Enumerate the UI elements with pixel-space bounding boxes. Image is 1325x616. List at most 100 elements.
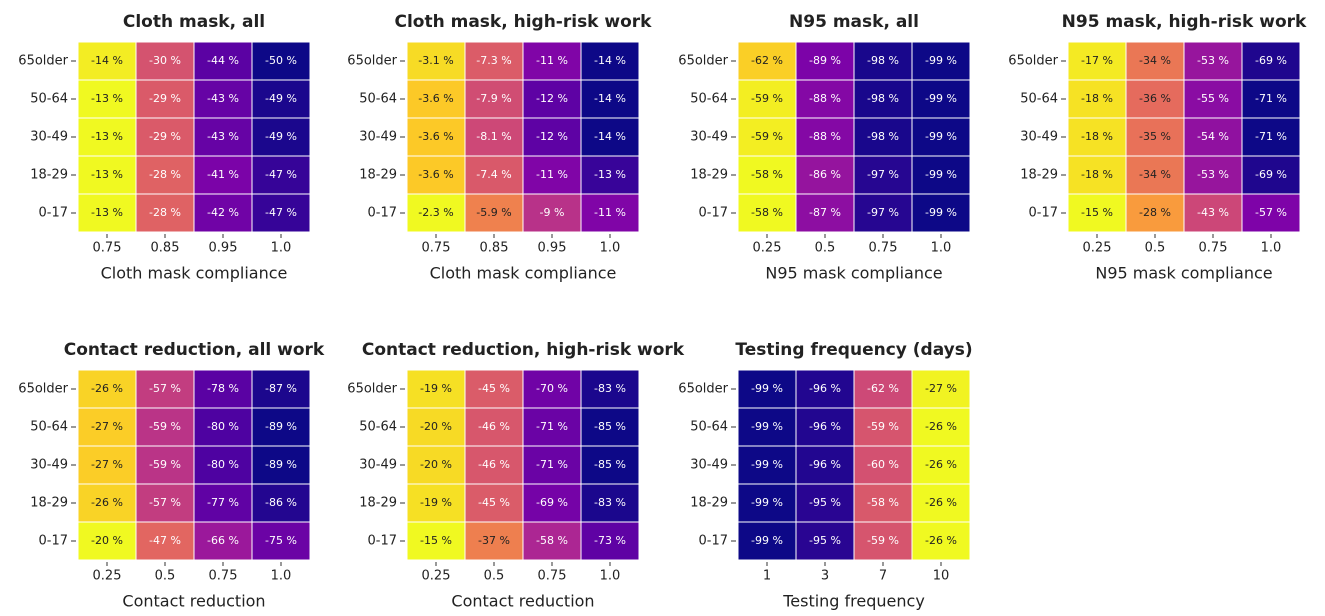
heatmap-cell (795, 521, 855, 561)
heatmap-cell (251, 117, 311, 157)
value-label: -42 % (207, 206, 239, 219)
heatmap-cell (795, 117, 855, 157)
heatmap-cell (135, 155, 195, 195)
x-axis-label: Contact reduction (122, 592, 265, 611)
value-label: -71 % (1255, 130, 1287, 143)
x-tick-label: 0.25 (422, 569, 451, 584)
value-label: -73 % (594, 534, 626, 547)
value-label: -7.4 % (476, 168, 511, 181)
value-label: -59 % (867, 534, 899, 547)
x-tick-label: 10 (933, 569, 950, 584)
heatmap-cell (911, 117, 971, 157)
heatmap-cell (1183, 79, 1243, 119)
y-tick-label: 50-64 (30, 420, 68, 435)
chart-title: Testing frequency (days) (735, 340, 972, 360)
heatmap-cell (135, 193, 195, 233)
value-label: -26 % (925, 420, 957, 433)
heatmap-cell (737, 79, 797, 119)
heatmap-cell (193, 193, 253, 233)
value-label: -99 % (925, 168, 957, 181)
heatmap-cell (580, 41, 640, 81)
heatmap-cell (464, 117, 524, 157)
y-tick-label: 0-17 (367, 534, 397, 549)
heatmap-cell (1067, 117, 1127, 157)
value-label: -3.6 % (418, 92, 453, 105)
heatmap-cell (406, 79, 466, 119)
y-tick-label: 65older (18, 382, 68, 397)
heatmap-cell (1183, 117, 1243, 157)
value-label: -47 % (265, 168, 297, 181)
value-label: -14 % (594, 92, 626, 105)
value-label: -26 % (925, 458, 957, 471)
value-label: -58 % (867, 496, 899, 509)
value-label: -97 % (867, 206, 899, 219)
heatmap-cell (251, 521, 311, 561)
x-axis-label: N95 mask compliance (1095, 264, 1272, 283)
heatmap-cell (406, 41, 466, 81)
heatmap-cell (406, 193, 466, 233)
heatmap-cell (1067, 79, 1127, 119)
value-label: -80 % (207, 420, 239, 433)
x-tick-label: 0.75 (93, 241, 122, 256)
heatmap-cell (135, 483, 195, 523)
value-label: -12 % (536, 130, 568, 143)
heatmap-cell (251, 193, 311, 233)
heatmap-cell (580, 155, 640, 195)
value-label: -71 % (536, 458, 568, 471)
value-label: -28 % (1139, 206, 1171, 219)
heatmap-cell (795, 445, 855, 485)
value-label: -15 % (420, 534, 452, 547)
value-label: -89 % (809, 54, 841, 67)
heatmap-cell (737, 369, 797, 409)
heatmap-cell (911, 407, 971, 447)
heatmap-cell (911, 193, 971, 233)
chart-title: Cloth mask, high-risk work (394, 12, 652, 32)
heatmap-cell (795, 79, 855, 119)
y-tick-label: 30-49 (690, 458, 728, 473)
value-label: -95 % (809, 496, 841, 509)
value-label: -77 % (207, 496, 239, 509)
y-tick-label: 65older (678, 54, 728, 69)
value-label: -43 % (207, 92, 239, 105)
value-label: -45 % (478, 382, 510, 395)
value-label: -5.9 % (476, 206, 511, 219)
heatmap-cell (77, 41, 137, 81)
value-label: -96 % (809, 420, 841, 433)
heatmap-cell (853, 117, 913, 157)
value-label: -49 % (265, 130, 297, 143)
heatmap-cell (1241, 79, 1301, 119)
y-tick-label: 50-64 (359, 92, 397, 107)
chart-title: Cloth mask, all (123, 12, 265, 32)
heatmap-cell (522, 193, 582, 233)
x-tick-label: 0.5 (1145, 241, 1166, 256)
value-label: -13 % (91, 92, 123, 105)
x-tick-label: 0.5 (155, 569, 176, 584)
value-label: -54 % (1197, 130, 1229, 143)
x-tick-label: 1.0 (931, 241, 952, 256)
heatmap-cell (795, 369, 855, 409)
heatmap-cell (135, 41, 195, 81)
x-axis-label: N95 mask compliance (765, 264, 942, 283)
value-label: -98 % (867, 92, 899, 105)
heatmap-cell (464, 445, 524, 485)
value-label: -13 % (594, 168, 626, 181)
value-label: -69 % (536, 496, 568, 509)
heatmap-cell (1067, 41, 1127, 81)
value-label: -13 % (91, 130, 123, 143)
chart-title: N95 mask, all (789, 12, 919, 32)
value-label: -18 % (1081, 130, 1113, 143)
value-label: -44 % (207, 54, 239, 67)
value-label: -59 % (751, 92, 783, 105)
value-label: -59 % (867, 420, 899, 433)
x-tick-label: 0.95 (209, 241, 238, 256)
value-label: -96 % (809, 458, 841, 471)
heatmap-cell (580, 193, 640, 233)
value-label: -14 % (91, 54, 123, 67)
value-label: -99 % (751, 534, 783, 547)
heatmap-cell (193, 445, 253, 485)
value-label: -98 % (867, 130, 899, 143)
value-label: -99 % (925, 130, 957, 143)
value-label: -26 % (925, 496, 957, 509)
heatmap-cell (853, 445, 913, 485)
value-label: -27 % (925, 382, 957, 395)
